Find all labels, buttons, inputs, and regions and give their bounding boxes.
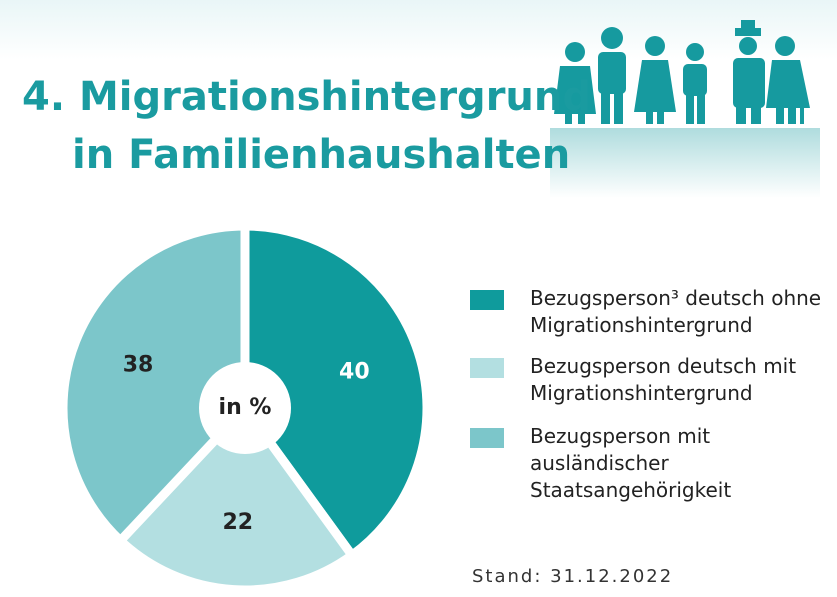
title-line: 4. Migrationshintergrund bbox=[22, 74, 591, 120]
legend-swatch bbox=[470, 358, 504, 378]
title-line: in Familienhaushalten bbox=[72, 132, 570, 178]
pie: 40 22 38 bbox=[58, 221, 432, 595]
data-label: 22 bbox=[222, 510, 253, 535]
header-bg bbox=[0, 0, 837, 60]
data-label: 40 bbox=[339, 359, 370, 384]
pie-hole bbox=[199, 362, 291, 454]
note: Stand: 31.12.2022 bbox=[472, 566, 673, 587]
legend-swatch bbox=[470, 290, 504, 310]
legend-label: Bezugsperson deutsch mit Migrationshinte… bbox=[530, 354, 797, 405]
icon-reflection bbox=[550, 128, 820, 198]
legend-label: Bezugsperson mit ausländischer Staatsang… bbox=[530, 424, 732, 502]
legend-swatch bbox=[470, 428, 504, 448]
data-label: 38 bbox=[123, 353, 154, 378]
center-label: in % bbox=[219, 395, 272, 420]
legend-label: Bezugsperson³ deutsch ohne Migrationshin… bbox=[530, 286, 822, 337]
pie-slice bbox=[114, 400, 359, 595]
pie-slice bbox=[240, 221, 432, 562]
family-icon bbox=[554, 20, 810, 124]
pie-slice bbox=[58, 221, 250, 548]
